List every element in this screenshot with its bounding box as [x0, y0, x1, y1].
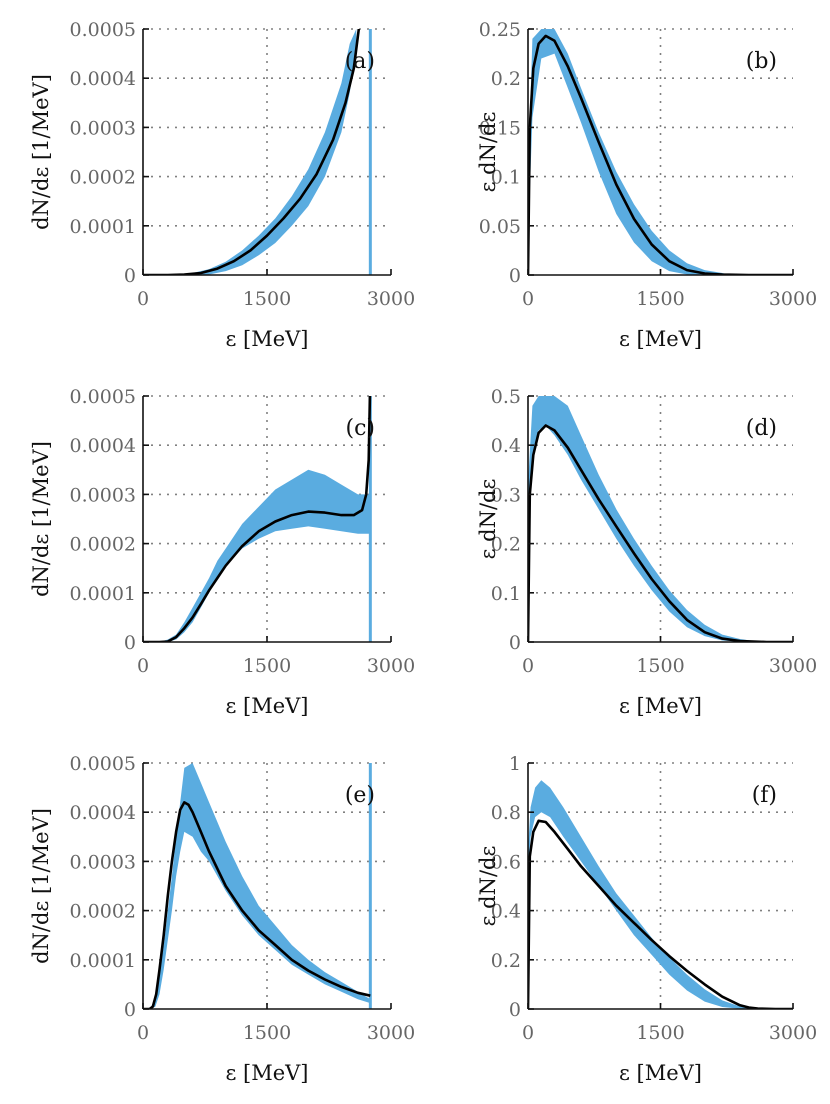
y-tick-label: 0.1 [491, 167, 521, 189]
x-axis-label: ε [MeV] [619, 327, 702, 351]
y-tick-label: 0.2 [491, 68, 521, 90]
y-axis-label: dN/dε [1/MeV] [29, 441, 53, 597]
x-tick-label: 0 [137, 288, 149, 310]
x-tick-label: 1500 [243, 1022, 291, 1044]
panel-label: (e) [345, 783, 375, 808]
y-tick-label: 0.8 [491, 802, 521, 824]
y-tick-label: 0.0001 [70, 216, 136, 238]
y-tick-label: 0.0002 [70, 901, 136, 923]
y-tick-label: 0 [124, 265, 136, 287]
x-tick-label: 1500 [636, 1022, 684, 1044]
x-tick-label: 3000 [769, 655, 817, 677]
simulation-band [147, 763, 371, 1009]
simulation-band [143, 29, 357, 275]
y-tick-label: 0.15 [479, 117, 521, 139]
panel-f: 0 1500 3000 0 0.2 0.4 0.6 0.8 1 ε [MeV] ε dN/dε (f) [476, 753, 817, 1085]
x-tick-label: 0 [522, 1022, 534, 1044]
y-tick-label: 0.0001 [70, 950, 136, 972]
y-tick-label: 0 [509, 265, 521, 287]
y-tick-label: 0.0003 [70, 117, 136, 139]
x-tick-label: 1500 [636, 655, 684, 677]
y-tick-label: 0 [509, 632, 521, 654]
panel-label: (b) [746, 49, 777, 74]
fit-curve [143, 396, 372, 642]
y-tick-label: 0.0003 [70, 851, 136, 873]
x-tick-label: 3000 [367, 288, 415, 310]
y-axis-label: dN/dε [1/MeV] [29, 808, 53, 964]
panel-label: (c) [346, 416, 376, 441]
y-tick-label: 0 [509, 999, 521, 1021]
y-axis-label: ε dN/dε [476, 112, 500, 193]
x-tick-label: 3000 [367, 1022, 415, 1044]
y-tick-label: 0.3 [491, 484, 521, 506]
simulation-band [528, 29, 732, 275]
y-tick-label: 0.6 [491, 851, 521, 873]
panel-c: 0 1500 3000 0 0.0001 0.0002 0.0003 0.0004 0.0005… [29, 386, 415, 718]
x-axis-label: ε [MeV] [619, 1061, 702, 1085]
x-tick-label: 0 [137, 655, 149, 677]
x-tick-label: 1500 [243, 655, 291, 677]
x-axis-label: ε [MeV] [225, 327, 308, 351]
x-tick-label: 0 [522, 655, 534, 677]
simulation-band [528, 780, 754, 1009]
fit-curve [143, 801, 371, 1009]
x-axis-label: ε [MeV] [225, 694, 308, 718]
plot-area [143, 396, 372, 642]
y-tick-label: 0.0004 [70, 802, 136, 824]
y-tick-label: 0.0005 [70, 19, 136, 41]
panel-label: (d) [746, 416, 777, 441]
plot-area [528, 396, 793, 642]
y-tick-label: 0.4 [491, 901, 521, 923]
y-tick-label: 0.5 [491, 386, 521, 408]
x-tick-label: 3000 [367, 655, 415, 677]
plot-area [143, 763, 372, 1009]
y-tick-label: 0.0005 [70, 753, 136, 775]
panel-label: (a) [345, 49, 375, 74]
x-tick-label: 0 [137, 1022, 149, 1044]
panel-a: 0 1500 3000 0 0.0001 0.0002 0.0003 0.0004 0.0005… [29, 19, 415, 351]
panel-e: 0 1500 3000 0 0.0001 0.0002 0.0003 0.0004 0.0005… [29, 753, 415, 1085]
panel-label: (f) [752, 783, 777, 808]
x-tick-label: 0 [522, 288, 534, 310]
y-tick-label: 0.0005 [70, 386, 136, 408]
y-tick-label: 0.0004 [70, 435, 136, 457]
y-tick-label: 0.0003 [70, 484, 136, 506]
y-axis-label: ε dN/dε [476, 846, 500, 927]
y-tick-label: 0.1 [491, 583, 521, 605]
y-tick-label: 0.2 [491, 534, 521, 556]
y-tick-label: 0.2 [491, 950, 521, 972]
y-tick-label: 0.0001 [70, 583, 136, 605]
plot-area [143, 29, 372, 275]
x-tick-label: 3000 [769, 1022, 817, 1044]
y-tick-label: 0.0002 [70, 167, 136, 189]
x-axis-label: ε [MeV] [619, 694, 702, 718]
y-axis-label: ε dN/dε [476, 479, 500, 560]
fit-curve [143, 29, 361, 275]
x-tick-label: 1500 [243, 288, 291, 310]
simulation-band [159, 469, 371, 642]
panel-d: 0 1500 3000 0 0.1 0.2 0.3 0.4 0.5 ε [MeV] ε dN/dε (… [476, 386, 817, 718]
y-tick-label: 0.0004 [70, 68, 136, 90]
fit-curve [528, 424, 793, 642]
simulation-band [528, 396, 758, 642]
fit-curve [528, 819, 793, 1009]
y-tick-label: 0 [124, 632, 136, 654]
x-axis-label: ε [MeV] [225, 1061, 308, 1085]
y-tick-label: 0.4 [491, 435, 521, 457]
x-tick-label: 3000 [769, 288, 817, 310]
y-tick-label: 0.05 [479, 216, 521, 238]
y-axis-label: dN/dε [1/MeV] [29, 74, 53, 230]
y-tick-label: 0 [124, 999, 136, 1021]
y-tick-label: 1 [509, 753, 521, 775]
plot-area [528, 780, 793, 1009]
x-tick-label: 1500 [636, 288, 684, 310]
y-tick-label: 0.0002 [70, 534, 136, 556]
panel-b: 0 1500 3000 0 0.05 0.1 0.15 0.2 0.25 ε [MeV] ε dN/… [476, 19, 817, 351]
y-tick-label: 0.25 [479, 19, 521, 41]
